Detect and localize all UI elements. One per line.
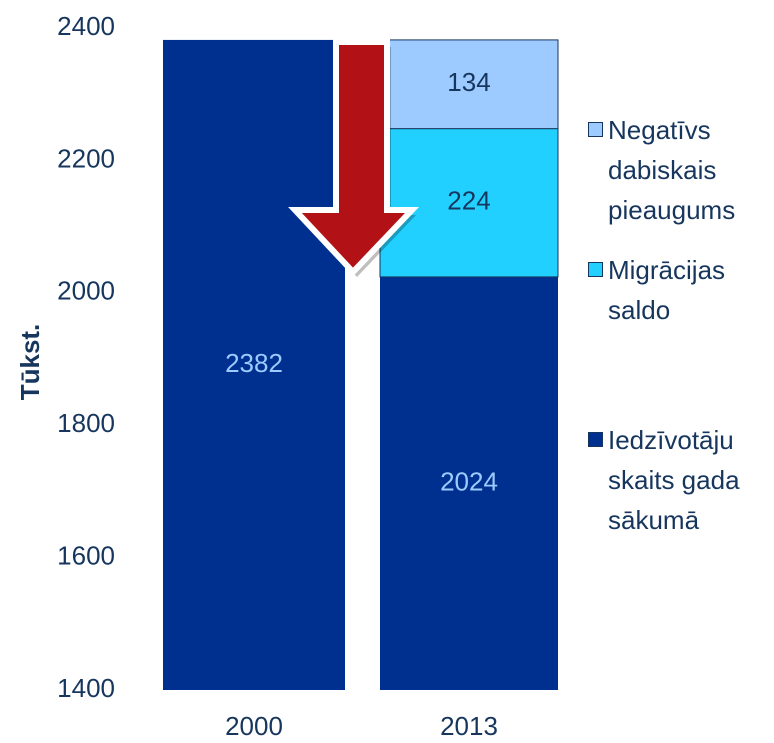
- legend-swatch: [588, 262, 603, 277]
- data-label: 134: [447, 67, 490, 97]
- legend-item: Migrācijas saldo: [588, 250, 768, 330]
- legend-label: Iedzīvotāju skaits gada sākumā: [608, 425, 740, 535]
- bar-segment: [380, 276, 558, 690]
- legend-swatch: [588, 122, 603, 137]
- y-tick-label: 2400: [57, 11, 115, 41]
- y-tick-label: 1600: [57, 540, 115, 570]
- data-label: 2024: [440, 466, 498, 496]
- x-tick-label: 2000: [225, 711, 283, 741]
- arrow-shape: [288, 39, 419, 277]
- x-tick-label: 2013: [440, 711, 498, 741]
- legend-swatch: [588, 432, 603, 447]
- plot: 2382 2024 224 134: [163, 39, 559, 690]
- y-axis-label: Tūkst.: [15, 324, 45, 401]
- legend-item: Iedzīvotāju skaits gada sākumā: [588, 420, 768, 540]
- bar-segment: [379, 128, 559, 278]
- y-tick-label: 2000: [57, 276, 115, 306]
- decline-arrow: [288, 39, 419, 277]
- y-tick-label: 1800: [57, 408, 115, 438]
- y-tick-label: 1400: [57, 673, 115, 703]
- y-tick-label: 2200: [57, 143, 115, 173]
- data-label: 224: [447, 186, 490, 216]
- data-label: 2382: [225, 348, 283, 378]
- bar-segment: [379, 39, 559, 130]
- legend-item: Negatīvs dabiskais pieaugums: [588, 110, 768, 230]
- legend-label: Migrācijas saldo: [608, 255, 726, 325]
- legend-label: Negatīvs dabiskais pieaugums: [608, 115, 736, 225]
- bar-segment: [163, 39, 345, 690]
